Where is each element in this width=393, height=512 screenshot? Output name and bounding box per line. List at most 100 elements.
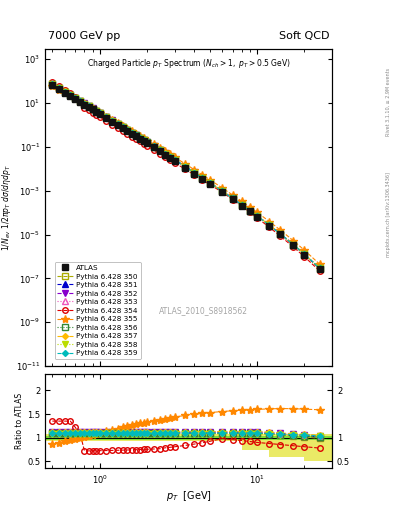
Pythia 6.428 351 bbox=[138, 135, 142, 141]
Pythia 6.428 353 bbox=[151, 143, 156, 150]
Pythia 6.428 358 bbox=[163, 151, 167, 157]
Pythia 6.428 359 bbox=[230, 195, 235, 201]
Pythia 6.428 353 bbox=[200, 175, 205, 181]
Pythia 6.428 359 bbox=[110, 118, 114, 124]
Pythia 6.428 358 bbox=[302, 251, 307, 258]
Pythia 6.428 357 bbox=[62, 89, 67, 95]
Pythia 6.428 353 bbox=[267, 222, 272, 228]
Pythia 6.428 358 bbox=[220, 188, 224, 195]
Pythia 6.428 358 bbox=[134, 133, 138, 139]
Pythia 6.428 353 bbox=[110, 117, 114, 123]
Pythia 6.428 350 bbox=[317, 266, 322, 272]
ATLAS bbox=[173, 158, 177, 164]
Pythia 6.428 350 bbox=[94, 108, 99, 114]
Pythia 6.428 352 bbox=[168, 154, 173, 160]
Pythia 6.428 355 bbox=[317, 261, 322, 267]
Pythia 6.428 358 bbox=[78, 98, 83, 104]
ATLAS bbox=[192, 170, 197, 177]
Pythia 6.428 358 bbox=[192, 169, 197, 176]
Pythia 6.428 352 bbox=[129, 130, 134, 136]
Bar bbox=[45, 436, 332, 440]
Pythia 6.428 353 bbox=[141, 137, 146, 143]
ATLAS bbox=[302, 251, 307, 258]
Pythia 6.428 359 bbox=[239, 202, 244, 208]
Pythia 6.428 358 bbox=[291, 242, 296, 248]
Pythia 6.428 352 bbox=[163, 151, 167, 157]
Pythia 6.428 351 bbox=[183, 164, 188, 170]
Pythia 6.428 358 bbox=[168, 154, 173, 160]
Pythia 6.428 350 bbox=[68, 92, 73, 98]
Pythia 6.428 359 bbox=[90, 105, 95, 112]
Pythia 6.428 359 bbox=[78, 98, 83, 104]
Pythia 6.428 358 bbox=[230, 196, 235, 202]
Pythia 6.428 358 bbox=[317, 265, 322, 271]
Pythia 6.428 350 bbox=[62, 89, 67, 95]
ATLAS bbox=[255, 214, 259, 220]
Pythia 6.428 350 bbox=[267, 222, 272, 228]
Pythia 6.428 359 bbox=[267, 222, 272, 228]
Pythia 6.428 357 bbox=[110, 117, 114, 123]
Pythia 6.428 355 bbox=[291, 238, 296, 244]
Pythia 6.428 351 bbox=[267, 222, 272, 228]
Pythia 6.428 357 bbox=[82, 100, 87, 106]
Pythia 6.428 357 bbox=[125, 127, 130, 133]
Pythia 6.428 352 bbox=[50, 81, 55, 87]
Pythia 6.428 359 bbox=[183, 164, 188, 170]
Pythia 6.428 354 bbox=[267, 224, 272, 230]
Pythia 6.428 350 bbox=[163, 151, 167, 157]
Pythia 6.428 352 bbox=[230, 195, 235, 201]
Pythia 6.428 350 bbox=[90, 105, 95, 112]
Pythia 6.428 352 bbox=[248, 207, 252, 214]
Pythia 6.428 359 bbox=[62, 89, 67, 95]
Pythia 6.428 350 bbox=[173, 157, 177, 163]
Pythia 6.428 352 bbox=[151, 143, 156, 150]
Pythia 6.428 357 bbox=[138, 135, 142, 141]
Pythia 6.428 359 bbox=[129, 130, 134, 136]
Pythia 6.428 357 bbox=[115, 121, 120, 127]
ATLAS bbox=[115, 122, 120, 128]
Pythia 6.428 356 bbox=[267, 222, 272, 228]
ATLAS bbox=[129, 131, 134, 137]
Pythia 6.428 356 bbox=[125, 127, 130, 133]
ATLAS bbox=[239, 203, 244, 209]
Pythia 6.428 353 bbox=[125, 127, 130, 133]
ATLAS bbox=[163, 152, 167, 158]
Pythia 6.428 351 bbox=[317, 265, 322, 271]
Pythia 6.428 359 bbox=[157, 147, 162, 153]
Y-axis label: $1/N_{ev}\ 1/2\pi p_{T}\ d\sigma/d\eta dp_{T}$: $1/N_{ev}\ 1/2\pi p_{T}\ d\sigma/d\eta d… bbox=[0, 164, 13, 251]
Pythia 6.428 352 bbox=[200, 175, 205, 181]
Pythia 6.428 355 bbox=[129, 129, 134, 135]
Pythia 6.428 355 bbox=[138, 133, 142, 139]
Pythia 6.428 351 bbox=[68, 92, 73, 98]
Pythia 6.428 359 bbox=[57, 85, 61, 91]
Pythia 6.428 350 bbox=[82, 100, 87, 106]
ATLAS bbox=[50, 82, 55, 88]
Pythia 6.428 357 bbox=[94, 108, 99, 114]
Pythia 6.428 355 bbox=[134, 131, 138, 137]
Pythia 6.428 351 bbox=[129, 130, 134, 136]
Pythia 6.428 359 bbox=[208, 180, 212, 186]
Pythia 6.428 354 bbox=[62, 87, 67, 93]
Pythia 6.428 357 bbox=[267, 222, 272, 228]
Pythia 6.428 353 bbox=[248, 207, 252, 214]
Pythia 6.428 353 bbox=[50, 81, 55, 87]
Pythia 6.428 350 bbox=[255, 213, 259, 219]
Pythia 6.428 356 bbox=[86, 103, 91, 110]
Pythia 6.428 356 bbox=[151, 143, 156, 150]
Pythia 6.428 350 bbox=[220, 188, 224, 194]
Pythia 6.428 351 bbox=[248, 207, 252, 214]
Pythia 6.428 352 bbox=[110, 117, 114, 123]
Pythia 6.428 352 bbox=[82, 100, 87, 106]
Pythia 6.428 355 bbox=[115, 120, 120, 126]
Pythia 6.428 354 bbox=[220, 189, 224, 195]
Pythia 6.428 353 bbox=[82, 100, 87, 106]
Pythia 6.428 354 bbox=[134, 136, 138, 142]
Pythia 6.428 356 bbox=[230, 196, 235, 202]
Pythia 6.428 353 bbox=[317, 265, 322, 271]
Pythia 6.428 357 bbox=[50, 81, 55, 87]
Pythia 6.428 356 bbox=[278, 231, 283, 237]
Pythia 6.428 354 bbox=[239, 203, 244, 209]
Pythia 6.428 350 bbox=[157, 147, 162, 153]
Pythia 6.428 350 bbox=[200, 175, 205, 181]
Pythia 6.428 353 bbox=[239, 202, 244, 208]
